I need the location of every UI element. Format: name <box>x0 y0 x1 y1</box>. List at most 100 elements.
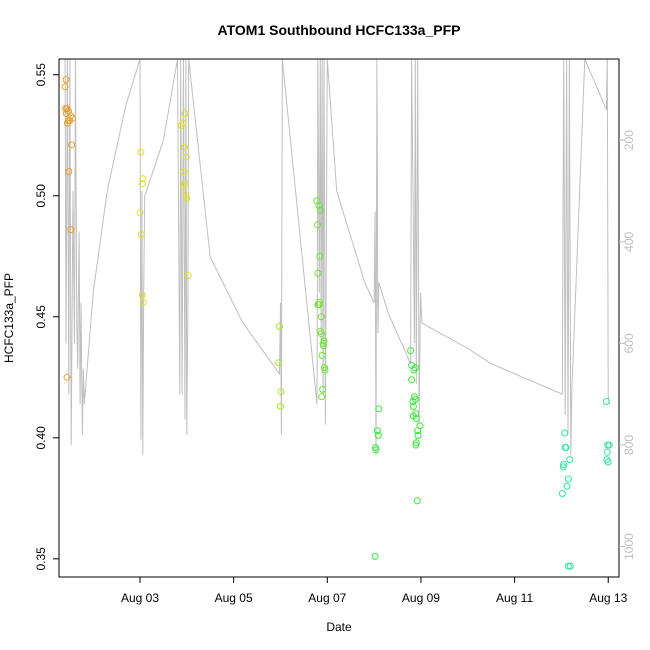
data-point <box>317 330 325 338</box>
data-point <box>414 431 422 439</box>
x-axis-label: Date <box>326 620 352 634</box>
data-point <box>603 448 611 456</box>
data-point <box>316 252 324 260</box>
data-point <box>562 444 570 451</box>
x-axis: Aug 03 Aug 05 Aug 07 Aug 09 Aug 11 Aug 13 <box>121 577 628 605</box>
data-point <box>315 201 323 209</box>
data-point <box>277 388 285 396</box>
data-point <box>560 460 568 468</box>
data-point <box>561 429 569 437</box>
data-point <box>563 482 571 490</box>
data-point <box>179 119 187 127</box>
y2-tick-label: 1000 <box>622 533 636 560</box>
data-point <box>372 446 380 454</box>
y2-tick-label: 400 <box>622 231 636 251</box>
data-point <box>67 226 75 234</box>
data-point <box>137 148 145 156</box>
data-point <box>317 313 325 321</box>
y-axis-label: HCFC133a_PFP <box>2 273 16 363</box>
data-point <box>320 337 328 345</box>
data-point <box>61 83 69 91</box>
y-tick-label: 0.45 <box>34 305 48 329</box>
x-tick-label: Aug 03 <box>121 591 159 605</box>
data-point <box>566 562 574 570</box>
data-point <box>566 456 574 464</box>
data-point <box>179 182 187 190</box>
x-tick-label: Aug 11 <box>496 591 533 605</box>
data-point <box>63 119 71 127</box>
data-point <box>275 359 283 367</box>
data-point <box>411 395 419 403</box>
data-point <box>564 562 572 570</box>
data-point <box>184 272 192 280</box>
x-tick-label: Aug 09 <box>402 591 440 605</box>
data-point <box>183 194 191 202</box>
data-point <box>371 552 379 560</box>
data-point <box>318 352 326 359</box>
altitude-line <box>64 59 610 456</box>
plot-frame <box>58 58 620 578</box>
x-tick-label: Aug 07 <box>308 591 346 605</box>
data-point <box>316 206 324 214</box>
y2-tick-label: 600 <box>622 333 636 353</box>
data-point <box>413 497 421 505</box>
altitude-series-line <box>64 59 610 456</box>
data-point <box>412 410 420 418</box>
data-point <box>313 197 321 205</box>
y2-tick-label: 200 <box>622 130 636 150</box>
data-point <box>373 427 381 435</box>
data-point <box>181 143 188 151</box>
data-point <box>408 376 416 384</box>
data-point <box>374 431 382 439</box>
data-point <box>68 141 76 149</box>
x-tick-label: Aug 05 <box>215 591 253 605</box>
data-point <box>136 209 144 217</box>
x-tick-label: Aug 13 <box>589 591 627 605</box>
data-point <box>604 458 612 466</box>
y-tick-label: 0.55 <box>34 63 48 87</box>
y2-axis: 200 400 600 800 1000 <box>619 130 636 560</box>
data-point <box>314 269 322 277</box>
chart-title: ATOM1 Southbound HCFC133a_PFP <box>218 22 461 38</box>
y-tick-label: 0.50 <box>34 184 48 208</box>
data-point <box>315 301 323 309</box>
data-point <box>410 366 418 374</box>
y-axis: 0.35 0.40 0.45 0.50 0.55 <box>34 63 59 571</box>
data-point <box>66 117 74 125</box>
data-point <box>137 231 145 238</box>
data-point <box>181 110 189 117</box>
data-point <box>407 347 415 355</box>
data-point <box>409 398 417 405</box>
data-point <box>412 415 420 422</box>
data-point <box>65 168 73 176</box>
data-point <box>409 402 417 410</box>
data-point <box>559 463 567 471</box>
data-point <box>276 323 283 330</box>
data-point <box>318 393 326 401</box>
data-point <box>375 405 383 413</box>
data-point <box>138 180 146 188</box>
data-point <box>558 490 566 497</box>
data-point <box>414 427 422 435</box>
data-point <box>314 221 321 229</box>
data-point <box>138 291 146 299</box>
data-point <box>602 398 610 405</box>
data-point <box>277 402 284 410</box>
data-point <box>180 168 188 176</box>
data-point <box>321 366 329 374</box>
data-point <box>139 175 147 183</box>
data-point <box>182 153 190 161</box>
data-point <box>412 441 420 449</box>
data-point <box>63 373 71 381</box>
data-point <box>139 298 147 306</box>
data-point <box>319 385 327 393</box>
y-tick-label: 0.40 <box>34 426 48 450</box>
data-point <box>62 76 70 84</box>
data-points <box>61 76 613 570</box>
data-point <box>320 342 327 350</box>
data-point <box>605 441 613 449</box>
y2-tick-label: 800 <box>622 435 636 455</box>
y-tick-label: 0.35 <box>34 547 48 571</box>
data-point <box>564 475 572 483</box>
